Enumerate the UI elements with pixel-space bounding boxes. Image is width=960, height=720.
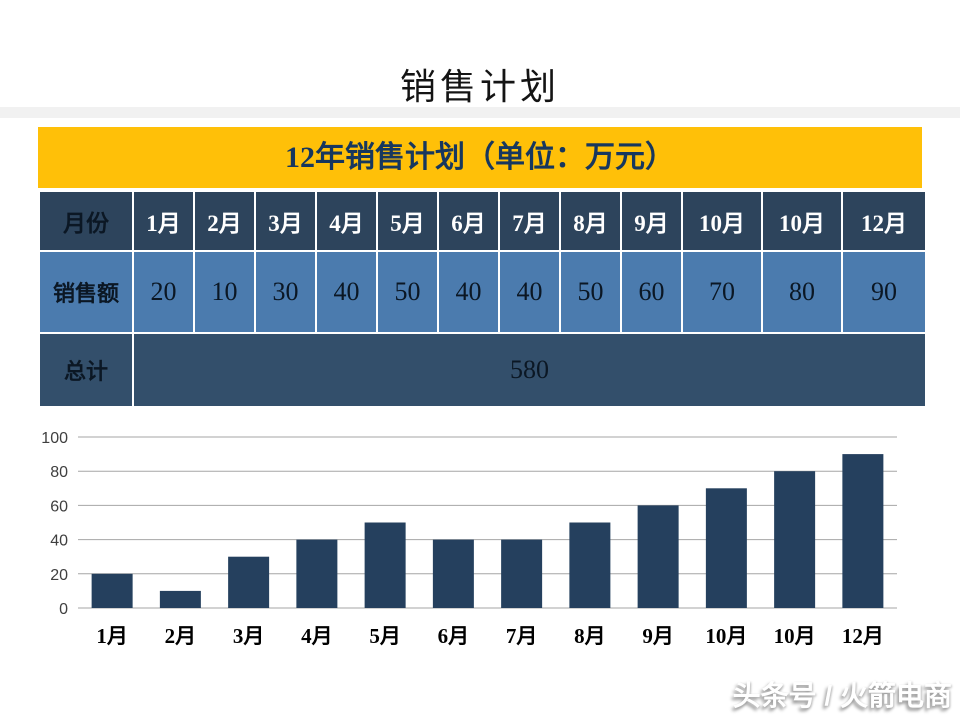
x-axis-tick-label: 10月 [774,624,816,648]
x-axis-tick-label: 1月 [96,624,128,648]
x-axis-tick-label: 4月 [301,624,333,648]
month-cell: 6月 [437,190,500,252]
total-row: 总计 580 [38,332,927,408]
month-cell: 7月 [498,190,561,252]
x-axis-tick-label: 8月 [574,624,606,648]
bar-10 [705,488,747,608]
x-axis-tick-label: 5月 [369,624,401,648]
total-row-label: 总计 [38,332,134,408]
x-axis-tick-label: 7月 [506,624,538,648]
month-header-row: 月份 1月 2月 3月 4月 5月 6月 7月 8月 9月 10月 10月 12月 [38,190,927,252]
bar-12 [842,454,884,608]
sales-row-label: 销售额 [38,250,134,334]
month-cell: 9月 [620,190,683,252]
sales-value-cell: 60 [620,250,683,334]
y-axis-tick-label: 0 [59,601,68,618]
bar-8 [569,522,611,608]
x-axis-tick-label: 9月 [642,624,674,648]
x-axis-tick-label: 6月 [438,624,470,648]
month-header-label: 月份 [38,190,134,252]
x-axis-tick-label: 2月 [165,624,197,648]
month-cell: 5月 [376,190,439,252]
month-cell: 8月 [559,190,622,252]
y-axis-tick-label: 100 [41,430,68,447]
x-axis-tick-label: 10月 [705,624,747,648]
bar-5 [364,522,406,608]
x-axis-tick-label: 3月 [233,624,265,648]
sales-value-cell: 50 [559,250,622,334]
sales-value-cell: 30 [254,250,317,334]
page-title: 销售计划 [399,67,560,107]
sales-value-cell: 50 [376,250,439,334]
bar-3 [228,556,270,608]
sales-value-cell: 70 [681,250,763,334]
bar-4 [296,539,338,608]
sales-table: 月份 1月 2月 3月 4月 5月 6月 7月 8月 9月 10月 10月 12月 销售额 20 10 30 40… [38,190,927,408]
sales-value-cell: 40 [315,250,378,334]
bar-7 [501,539,543,608]
sales-value-cell: 90 [841,250,927,334]
sales-value-cell: 40 [498,250,561,334]
month-cell: 4月 [315,190,378,252]
bar-11 [774,471,816,608]
table-title-banner: 12年销售计划（单位：万元） [38,127,922,188]
x-axis-tick-label: 12月 [842,624,884,648]
y-axis-tick-label: 20 [50,567,68,584]
total-value-cell: 580 [132,332,927,408]
sales-value-cell: 10 [193,250,256,334]
sales-row: 销售额 20 10 30 40 50 40 40 50 60 70 80 90 [38,250,927,334]
month-cell: 1月 [132,190,195,252]
bar-2 [159,590,201,608]
month-cell: 10月 [681,190,763,252]
month-cell: 2月 [193,190,256,252]
bar-chart-svg: 0 20 40 60 80 100 1月 2月 3月 4月 5月 6月 7月 8月 9月 10月 10月 12月 [41,430,897,648]
month-cell: 12月 [841,190,927,252]
sales-value-cell: 20 [132,250,195,334]
bar-6 [432,539,474,608]
sales-bar-chart: 0 20 40 60 80 100 1月 2月 3月 4月 5月 6月 7月 8月 9月 10月 10月 12月 [0,420,960,665]
y-axis-tick-label: 40 [50,533,68,550]
sales-value-cell: 40 [437,250,500,334]
month-cell: 3月 [254,190,317,252]
watermark: 头条号 / 火箭电商 [732,680,952,711]
divider-strip [0,107,960,118]
y-axis-tick-label: 60 [50,498,68,515]
month-cell: 10月 [761,190,843,252]
y-axis-tick-label: 80 [50,464,68,481]
bar-1 [91,573,133,608]
bar-9 [637,505,679,608]
sales-value-cell: 80 [761,250,843,334]
